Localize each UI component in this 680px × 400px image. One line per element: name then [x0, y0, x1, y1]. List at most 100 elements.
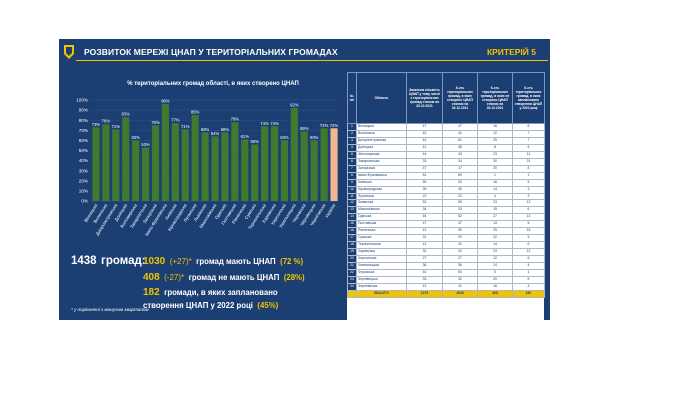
cell-total-cnap: 61: [406, 269, 443, 277]
total-cell-region: ВСЬОГО: [356, 289, 407, 298]
cell-number: 1: [347, 123, 357, 131]
header-number: № з/п: [347, 72, 357, 124]
bar-value-label: 71%: [112, 124, 121, 129]
with-count: 1030: [143, 256, 166, 267]
bar: [310, 140, 318, 201]
footnote: * у порівнянні з минулим кварталом: [71, 307, 149, 312]
cell-without-cnap: 20: [477, 275, 513, 284]
cell-without-cnap: 23: [477, 199, 513, 208]
table-row: 18 Тернопільська 41 41 14 6: [347, 241, 545, 250]
cell-without-cnap: 27: [477, 213, 513, 222]
title-bar: РОЗВИТОК МЕРЕЖІ ЦНАП У ТЕРИТОРІАЛЬНИХ ГР…: [76, 45, 548, 61]
total-cell-total-cnap: 1073: [406, 289, 443, 298]
total-cell-without-cnap: 408: [477, 289, 513, 298]
table-row: 5 Житомирська 44 43 23 11: [347, 150, 545, 159]
planned-count: 182: [143, 287, 160, 298]
cell-total-cnap: 47: [406, 123, 443, 131]
criterion-label: КРИТЕРІЙ 5: [486, 47, 536, 57]
cell-total-cnap: 41: [406, 227, 443, 236]
bar-value-label: 60%: [310, 135, 319, 140]
cell-number: 12: [347, 199, 357, 208]
cell-region: Львівська: [356, 199, 407, 208]
bar-chart-svg: 0%10%20%30%40%50%60%70%80%90%100%73%Вінн…: [76, 98, 339, 237]
bar-value-label: 68%: [201, 127, 210, 132]
y-tick-label: 80%: [79, 118, 88, 123]
cell-total-cnap: 33: [406, 275, 443, 284]
cell-with-cnap: 41: [442, 282, 478, 291]
cell-region: Закарпатська: [356, 157, 407, 166]
with-text: громад мають ЦНАП: [196, 257, 276, 266]
cell-region: Рівненська: [356, 227, 407, 236]
cell-without-cnap: 25: [477, 227, 513, 236]
header-planned-2022: К-сть територіальних громад, в яких запл…: [512, 72, 545, 124]
cell-region: Житомирська: [356, 150, 407, 159]
cell-region: Волинська: [356, 129, 407, 138]
table-row: 19 Харківська 32 33 23 13: [347, 248, 545, 257]
header-without-cnap: К-сть територіальних громад, в яких не с…: [477, 72, 513, 124]
without-cnap-stat: 408 (-27)* громад не мають ЦНАП (28%): [143, 267, 305, 285]
bar: [300, 131, 308, 201]
planned-stat: 182 громади, в яких заплановано: [143, 282, 278, 300]
cell-number: 21: [347, 262, 357, 271]
bar: [161, 104, 169, 201]
bar-value-label: 76%: [102, 119, 111, 124]
cell-number: 24: [347, 282, 357, 291]
cell-total-cnap: 41: [406, 143, 443, 152]
cell-region: Івано-Франківська: [356, 171, 407, 180]
cell-planned: 5: [512, 178, 545, 187]
table-row: 22 Черкаська 61 60 5 1: [347, 269, 545, 277]
without-count: 408: [143, 272, 160, 283]
cell-planned: 15: [512, 227, 545, 236]
table-row: 12 Львівська 52 50 23 12: [347, 199, 545, 208]
cell-with-cnap: 47: [442, 123, 478, 131]
table-row: 9 Київська 59 53 16 5: [347, 178, 545, 187]
cell-total-cnap: 22: [406, 192, 443, 201]
bar-value-label: 71%: [181, 124, 190, 129]
bar-value-label: 83%: [122, 112, 131, 117]
cell-total-cnap: 34: [406, 206, 443, 215]
cell-number: 9: [347, 178, 357, 187]
cell-number: 7: [347, 164, 357, 173]
cell-total-cnap: 33: [406, 157, 443, 166]
cell-total-cnap: 52: [406, 199, 443, 208]
with-pct: (72 %): [280, 257, 304, 266]
y-tick-label: 10%: [79, 189, 88, 194]
bar-value-label: 60%: [131, 135, 140, 140]
cell-total-cnap: 59: [406, 178, 443, 187]
cell-without-cnap: 23: [477, 150, 513, 159]
without-delta: (-27)*: [164, 273, 185, 282]
cell-number: 18: [347, 241, 357, 250]
total-cell-with-cnap: 1030: [442, 289, 478, 298]
table-header-row: № з/п Область Загальна кількість ЦНАП у …: [347, 72, 545, 124]
bar-value-label: 78%: [231, 117, 240, 122]
cell-without-cnap: 24: [477, 262, 513, 271]
cell-number: 10: [347, 185, 357, 194]
bar: [251, 144, 259, 201]
bar: [92, 127, 100, 201]
table-row: 13 Миколаївська 34 33 19 6: [347, 206, 545, 215]
cell-total-cnap: 47: [406, 220, 443, 229]
cell-region: Луганська: [356, 192, 407, 201]
cell-with-cnap: 38: [442, 143, 478, 152]
bar-value-label: 56%: [250, 139, 259, 144]
bar: [270, 126, 279, 201]
total-cell-planned: 182: [512, 289, 545, 298]
total-count: 1438: [71, 255, 97, 267]
cell-without-cnap: 16: [477, 282, 513, 291]
cell-without-cnap: 14: [477, 185, 513, 194]
cell-number: 16: [347, 227, 357, 236]
bar-value-label: 92%: [290, 103, 299, 108]
bar-value-label: 74%: [260, 121, 269, 126]
cell-with-cnap: 32: [442, 275, 478, 284]
cell-without-cnap: 20: [477, 164, 513, 173]
cell-with-cnap: 29: [442, 234, 478, 243]
slide: РОЗВИТОК МЕРЕЖІ ЦНАП У ТЕРИТОРІАЛЬНИХ ГР…: [59, 39, 550, 320]
cell-with-cnap: 50: [442, 199, 478, 208]
y-tick-label: 20%: [79, 178, 88, 183]
cell-without-cnap: 4: [477, 192, 513, 201]
cell-with-cnap: 41: [442, 241, 478, 250]
table-body: 1 Вінницька 47 47 16 6 2 Волинська 42 42 12 7 3 Дніпр…: [347, 123, 545, 298]
table-row: 23 Чернівецька 33 32 20 5: [347, 275, 545, 284]
y-tick-label: 40%: [79, 158, 88, 163]
bar: [231, 122, 239, 201]
